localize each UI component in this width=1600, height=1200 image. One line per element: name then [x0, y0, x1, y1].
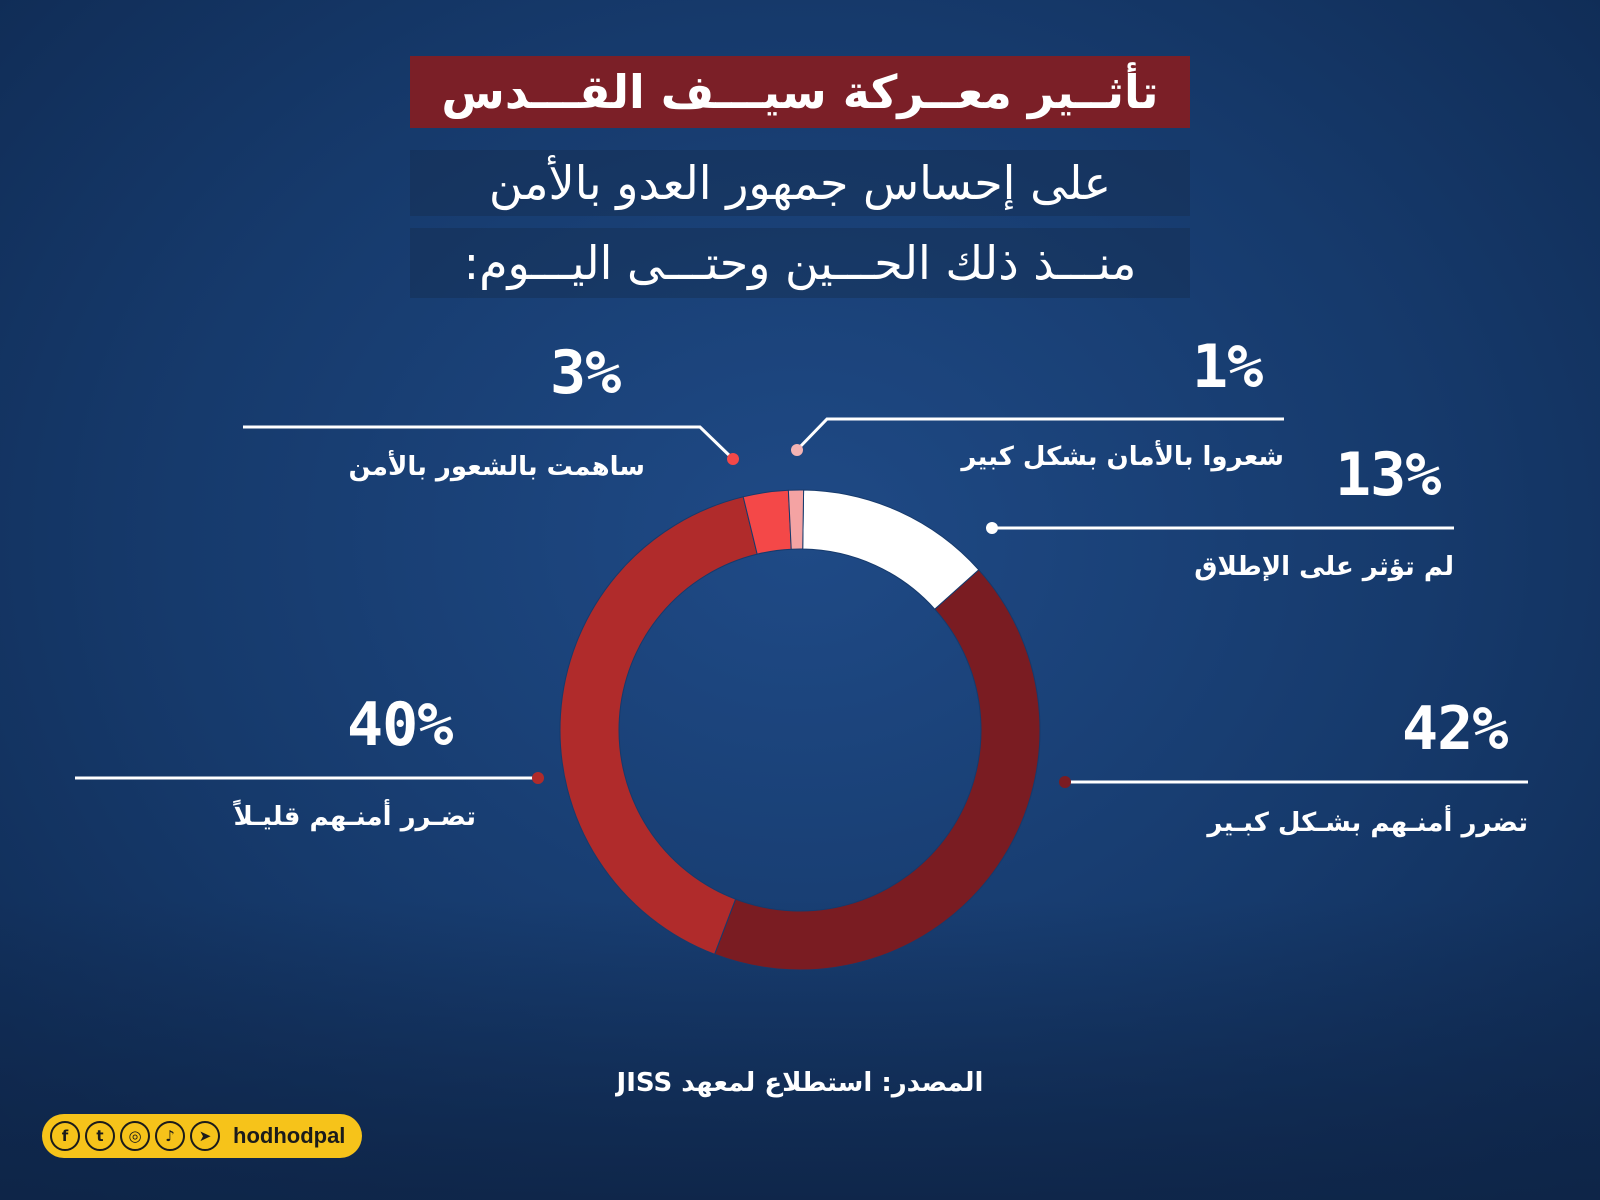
leader-line-3 [243, 425, 735, 461]
chart-title: تأثــير معــركة سيـــف القـــدس [441, 65, 1159, 119]
brand-handle: hodhodpal [233, 1123, 346, 1148]
leader-line-1 [795, 417, 1284, 452]
data-label-42: 42% [1402, 694, 1508, 764]
data-label-3: 3% [550, 338, 621, 408]
tiktok-icon[interactable]: ♪ [155, 1121, 185, 1151]
data-label-40: 40% [347, 690, 453, 760]
category-label-13: لم تؤثر على الإطلاق [1194, 552, 1454, 582]
data-label-13: 13% [1335, 440, 1441, 510]
category-label-40: تضـرر أمنـهم قليـلاً [233, 802, 476, 832]
donut-slices [559, 489, 1041, 971]
leader-dot-40 [532, 772, 544, 784]
telegram-icon[interactable]: ➤ [190, 1121, 220, 1151]
chart-subtitle-line2: منـــذ ذلك الحـــين وحتـــى اليـــوم: [410, 228, 1190, 298]
facebook-icon[interactable]: f [50, 1121, 80, 1151]
source-note: المصدر: استطلاع لمعهد JISS [616, 1068, 984, 1098]
leader-dot-1 [791, 444, 803, 456]
chart-subtitle-line1: على إحساس جمهور العدو بالأمن [410, 150, 1190, 216]
donut-slice-13 [802, 489, 980, 610]
leader-dot-13 [986, 522, 998, 534]
leader-lines [75, 417, 1528, 788]
category-label-1: شعروا بالأمان بشكل كبير [961, 442, 1284, 472]
data-label-1: 1% [1192, 332, 1263, 402]
leader-dot-42 [1059, 776, 1071, 788]
category-label-42: تضرر أمنـهم بشـكل كبـير [1207, 808, 1528, 838]
donut-slice-42 [713, 569, 1041, 971]
twitter-icon[interactable]: t [85, 1121, 115, 1151]
leader-dot-3 [727, 453, 739, 465]
brand-badge: f t ◎ ♪ ➤ hodhodpal [42, 1114, 362, 1158]
title-banner: تأثــير معــركة سيـــف القـــدس [410, 56, 1190, 128]
instagram-icon[interactable]: ◎ [120, 1121, 150, 1151]
donut-slice-40 [559, 496, 758, 955]
donut-slice-1 [787, 489, 805, 550]
category-label-3: ساهمت بالشعور بالأمن [348, 452, 646, 482]
